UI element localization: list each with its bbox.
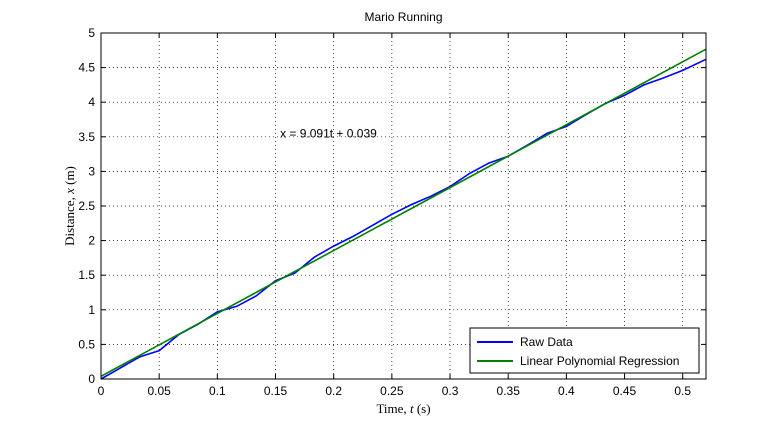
y-tick-label: 5 xyxy=(88,26,95,40)
y-tick-label: 0 xyxy=(88,372,95,386)
y-tick-label: 2.5 xyxy=(78,199,95,213)
x-tick-label: 0.1 xyxy=(209,384,226,398)
series-line-linear-regression xyxy=(100,48,707,378)
axis-ticks: 0 0.05 0.1 0.15 0.2 0.25 0.3 0.35 0.4 0.45 0.5 0 0.5… xyxy=(78,26,706,398)
legend-label-linear-regression: Linear Polynomial Regression xyxy=(520,354,679,368)
grid xyxy=(101,33,706,379)
y-axis-label-unit: (m) xyxy=(62,166,77,188)
x-axis-label-unit: (s) xyxy=(414,401,431,416)
x-tick-label: 0.25 xyxy=(380,384,404,398)
x-tick-label: 0 xyxy=(98,384,105,398)
x-tick-label: 0.3 xyxy=(442,384,459,398)
regression-equation-annotation: x = 9.091t + 0.039 xyxy=(280,126,377,140)
y-axis-label: Distance, x (m) xyxy=(62,166,77,246)
legend-box xyxy=(469,327,700,374)
y-tick-label: 4 xyxy=(88,95,95,109)
y-tick-label: 2 xyxy=(88,234,95,248)
x-tick-label: 0.5 xyxy=(674,384,691,398)
x-tick-label: 0.15 xyxy=(264,384,288,398)
x-axis-label-variable: t xyxy=(410,401,414,416)
y-tick-label: 1 xyxy=(88,303,95,317)
y-axis-label-variable: x xyxy=(62,188,77,195)
x-tick-label: 0.35 xyxy=(497,384,521,398)
y-tick-label: 3.5 xyxy=(78,130,95,144)
x-tick-label: 0.2 xyxy=(325,384,342,398)
x-tick-label: 0.4 xyxy=(558,384,575,398)
x-axis-label-prefix: Time, xyxy=(376,401,409,416)
y-tick-label: 0.5 xyxy=(78,337,95,351)
legend-label-raw-data: Raw Data xyxy=(520,335,573,349)
x-tick-label: 0.05 xyxy=(147,384,171,398)
x-axis-label: Time, t (s) xyxy=(376,401,430,416)
y-axis-label-prefix: Distance, xyxy=(62,194,77,246)
chart-title: Mario Running xyxy=(364,10,442,24)
y-tick-label: 1.5 xyxy=(78,268,95,282)
x-tick-label: 0.45 xyxy=(613,384,637,398)
y-tick-label: 3 xyxy=(88,164,95,178)
plot-series xyxy=(100,48,707,380)
legend: Raw Data Linear Polynomial Regression xyxy=(469,327,700,374)
y-tick-label: 4.5 xyxy=(78,61,95,75)
